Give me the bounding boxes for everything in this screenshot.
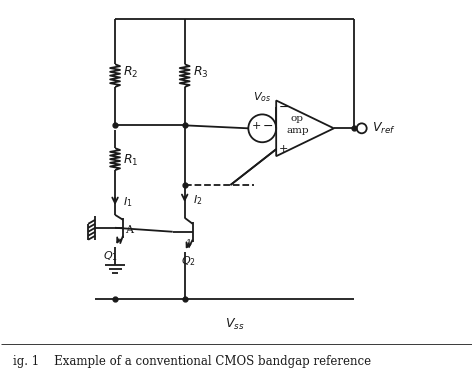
Text: $V_{os}$: $V_{os}$ xyxy=(253,91,272,104)
Text: $R_2$: $R_2$ xyxy=(123,65,138,80)
Text: 1: 1 xyxy=(186,239,192,248)
Text: ig. 1    Example of a conventional CMOS bandgap reference: ig. 1 Example of a conventional CMOS ban… xyxy=(13,355,371,368)
Text: $I_2$: $I_2$ xyxy=(192,193,202,207)
Text: $V_{ss}$: $V_{ss}$ xyxy=(225,317,244,332)
Text: $R_3$: $R_3$ xyxy=(192,65,208,80)
Text: $V_{ref}$: $V_{ref}$ xyxy=(372,121,395,136)
Text: +: + xyxy=(279,144,289,154)
Text: −: − xyxy=(263,120,273,133)
Text: $I_1$: $I_1$ xyxy=(123,195,133,209)
Text: A: A xyxy=(125,225,133,235)
Text: $Q_1$: $Q_1$ xyxy=(103,249,118,263)
Text: $R_1$: $R_1$ xyxy=(123,153,138,168)
Text: amp: amp xyxy=(286,126,309,135)
Text: −: − xyxy=(279,101,290,114)
Text: $Q_2$: $Q_2$ xyxy=(181,255,196,269)
Text: +: + xyxy=(252,121,261,131)
Text: op: op xyxy=(290,114,303,123)
